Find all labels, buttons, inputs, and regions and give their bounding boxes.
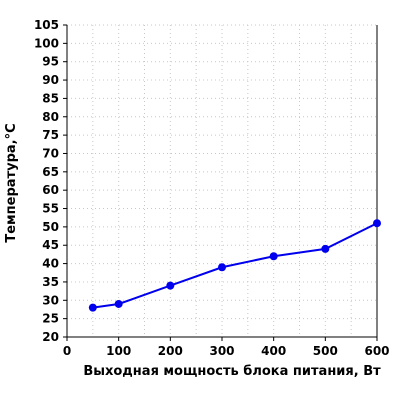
y-tick-label: 45 (42, 238, 59, 252)
data-point (166, 281, 175, 290)
y-tick-label: 80 (42, 110, 59, 124)
y-tick-label: 60 (42, 183, 59, 197)
data-point (218, 263, 226, 272)
y-tick-label: 95 (42, 55, 59, 69)
y-axis-title: Температура,°C (4, 123, 19, 242)
x-tick-label: 0 (63, 344, 71, 358)
x-tick-label: 400 (261, 344, 286, 358)
y-tick-label: 25 (42, 312, 59, 326)
y-tick-label: 85 (42, 91, 59, 105)
data-point (373, 219, 381, 228)
x-tick-labels: 0 100 200 300 400 500 600 (63, 344, 390, 358)
y-tick-label: 55 (42, 202, 59, 216)
data-point (321, 244, 330, 253)
y-tick-label: 100 (34, 36, 59, 50)
y-tick-label: 50 (42, 220, 59, 234)
x-tick-label: 600 (364, 344, 389, 358)
data-point (114, 299, 123, 308)
data-point (88, 303, 97, 312)
x-tick-label: 300 (209, 344, 234, 358)
series (88, 219, 381, 312)
y-tick-label: 35 (42, 275, 59, 289)
y-tick-label: 105 (34, 18, 59, 32)
y-tick-label: 30 (42, 293, 59, 307)
data-point (269, 252, 278, 261)
y-tick-label: 40 (42, 257, 59, 271)
y-tick-label: 20 (42, 330, 59, 344)
series-line (92, 222, 378, 309)
tick-marks (63, 24, 378, 341)
x-tick-label: 500 (313, 344, 338, 358)
x-tick-label: 200 (158, 344, 183, 358)
y-tick-label: 75 (42, 128, 59, 142)
grid (67, 24, 377, 337)
y-tick-label: 65 (42, 165, 59, 179)
y-tick-labels: 20 25 30 35 40 45 50 55 60 65 70 75 80 85 90 95 100 105 (34, 18, 59, 344)
y-tick-label: 90 (42, 73, 59, 87)
x-axis-title: Выходная мощность блока питания, Вт (83, 364, 381, 379)
y-tick-label: 70 (42, 146, 59, 160)
x-tick-label: 100 (106, 344, 131, 358)
